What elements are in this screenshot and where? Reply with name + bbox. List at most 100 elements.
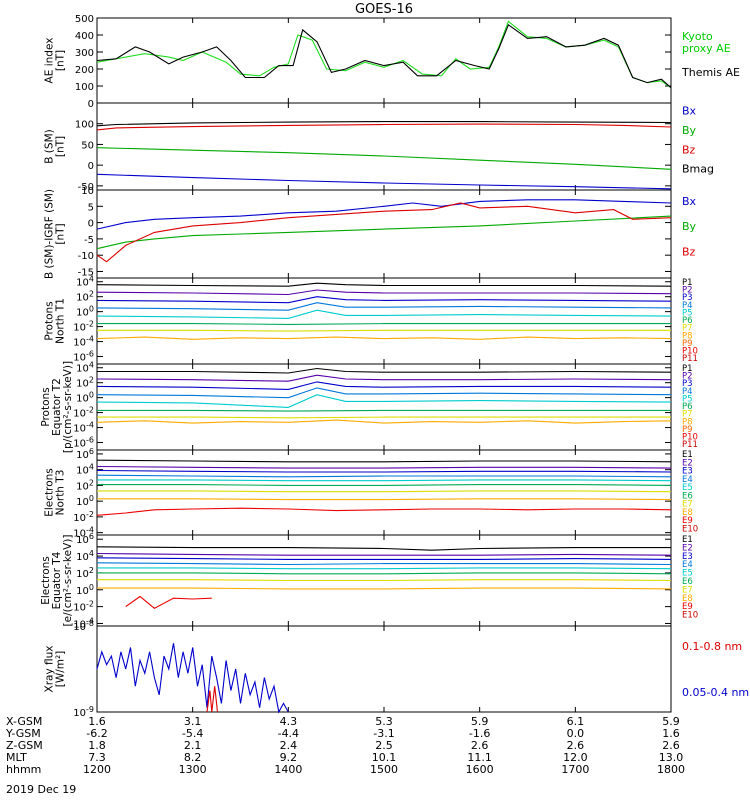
- ephemeris-value: -4.4: [278, 727, 299, 740]
- legend-entry: E6: [682, 491, 693, 501]
- series-bx: [96, 199, 672, 230]
- legend-entry: E10: [682, 524, 698, 534]
- panel-ee: 106 104 102 100 10-2 10-4 Electrons Equator T4[…: [40, 532, 698, 630]
- y-tick-label: 104: [76, 549, 94, 563]
- ephemeris-value: -6.2: [86, 727, 107, 740]
- legend-entry: 0.1-0.8 nm: [682, 640, 742, 653]
- legend-entry: P4: [682, 387, 693, 397]
- y-tick-label: 0: [88, 161, 94, 172]
- ephemeris-value: 1600: [466, 763, 494, 776]
- series-e1: [96, 459, 672, 463]
- legend-entry: P3: [682, 293, 693, 303]
- ephemeris-value: 1.6: [88, 715, 106, 728]
- series-e1: [96, 546, 671, 551]
- ephemeris-value: 5.9: [471, 715, 489, 728]
- ephemeris-value: 1200: [83, 763, 111, 776]
- y-tick-label: 100: [75, 82, 94, 93]
- ephemeris-value: 1300: [179, 763, 207, 776]
- legend-entry: E8: [682, 508, 693, 518]
- legend-entry: E5: [682, 569, 693, 579]
- legend-entry: E10: [682, 611, 698, 621]
- ephemeris-value: 5.9: [662, 715, 680, 728]
- panel-bigrf: -15 -10 -5 0 5 10 B (SM)-IGRF (SM) [nT] Bx By Bz: [44, 186, 697, 279]
- legend-entry: E7: [682, 500, 693, 510]
- y-tick-label: 104: [76, 361, 94, 375]
- series-p5: [96, 394, 672, 408]
- series-e2: [96, 465, 672, 469]
- legend-entry: P1: [682, 278, 693, 288]
- panel-xray: 10-8 10-9 Xray flux [W/m²] 0.1-0.8 nm 0.05-0.…: [44, 619, 750, 719]
- series-p3: [96, 296, 672, 304]
- y-tick-label: 300: [75, 48, 94, 59]
- ephemeris-row-label: Y-GSM: [5, 727, 41, 740]
- y-axis-label: Equator T2: [51, 378, 63, 436]
- series-e3: [96, 557, 672, 560]
- y-axis-label: [W/m²]: [55, 651, 67, 688]
- legend-entry: Themis AE: [681, 66, 740, 79]
- y-axis-label: North T3: [55, 470, 67, 516]
- legend-entry: P11: [682, 354, 698, 364]
- legend-entry: P2: [682, 286, 693, 296]
- legend-entry: P2: [682, 372, 693, 382]
- y-tick-label: 10-2: [73, 600, 94, 614]
- y-tick-label: 100: [76, 583, 94, 597]
- y-tick-label: 10-4: [73, 421, 94, 435]
- y-tick-label: 10-2: [73, 406, 94, 420]
- legend-entry: P7: [682, 324, 693, 334]
- ephemeris-value: -3.1: [373, 727, 394, 740]
- legend-entry: E4: [682, 475, 693, 485]
- series-bmag: [96, 121, 672, 127]
- legend-entry: P8: [682, 417, 693, 427]
- legend-entry: E2: [682, 458, 693, 468]
- y-axis-label: [nT]: [55, 223, 67, 244]
- legend-entry: E6: [682, 577, 693, 587]
- legend-entry: proxy AE: [682, 42, 731, 55]
- ephemeris-value: 1800: [657, 763, 685, 776]
- legend-entry: E9: [682, 516, 693, 526]
- legend-entry: E5: [682, 483, 693, 493]
- y-tick-label: 100: [76, 494, 94, 508]
- y-tick-label: 102: [76, 478, 94, 492]
- y-tick-label: -5: [84, 235, 94, 246]
- series-bx: [96, 173, 672, 190]
- legend-entry: By: [682, 220, 697, 233]
- legend-entry: P1: [682, 364, 693, 374]
- series-themis-ae: [96, 23, 672, 89]
- y-tick-label: 10-6: [73, 350, 94, 364]
- series-e5: [97, 567, 672, 570]
- y-tick-label: 100: [75, 120, 94, 131]
- ephemeris-value: 0.0: [567, 727, 585, 740]
- y-tick-label: 100: [76, 305, 94, 319]
- series-e5: [97, 479, 672, 482]
- series-e4: [96, 562, 672, 566]
- series-e4: [96, 474, 672, 478]
- ephemeris-value: 6.1: [567, 715, 585, 728]
- y-tick-label: 0: [88, 99, 94, 110]
- ephemeris-value: 4.3: [280, 715, 298, 728]
- y-tick-label: 106: [76, 532, 94, 546]
- y-axis-label: [nT]: [55, 136, 67, 157]
- legend-entry: E1: [682, 450, 693, 460]
- legend-entry: P6: [682, 402, 693, 412]
- series-e9: [125, 595, 212, 609]
- ephemeris-row-label: Z-GSM: [6, 739, 43, 752]
- y-tick-label: 102: [76, 290, 94, 304]
- legend-entry: Bx: [682, 105, 697, 118]
- y-tick-label: 0: [88, 219, 94, 230]
- series-e8: [97, 498, 672, 501]
- ephemeris-value: 9.2: [280, 751, 298, 764]
- series-e8: [97, 587, 672, 590]
- y-tick-label: 500: [75, 14, 94, 25]
- y-tick-label: -15: [78, 267, 94, 278]
- legend-entry: P10: [682, 346, 698, 356]
- ephemeris-value: 1700: [561, 763, 589, 776]
- ephemeris-value: 2.4: [280, 739, 298, 752]
- series-p6: [97, 323, 671, 325]
- series-e7: [97, 579, 672, 582]
- ephemeris-value: 2.5: [375, 739, 393, 752]
